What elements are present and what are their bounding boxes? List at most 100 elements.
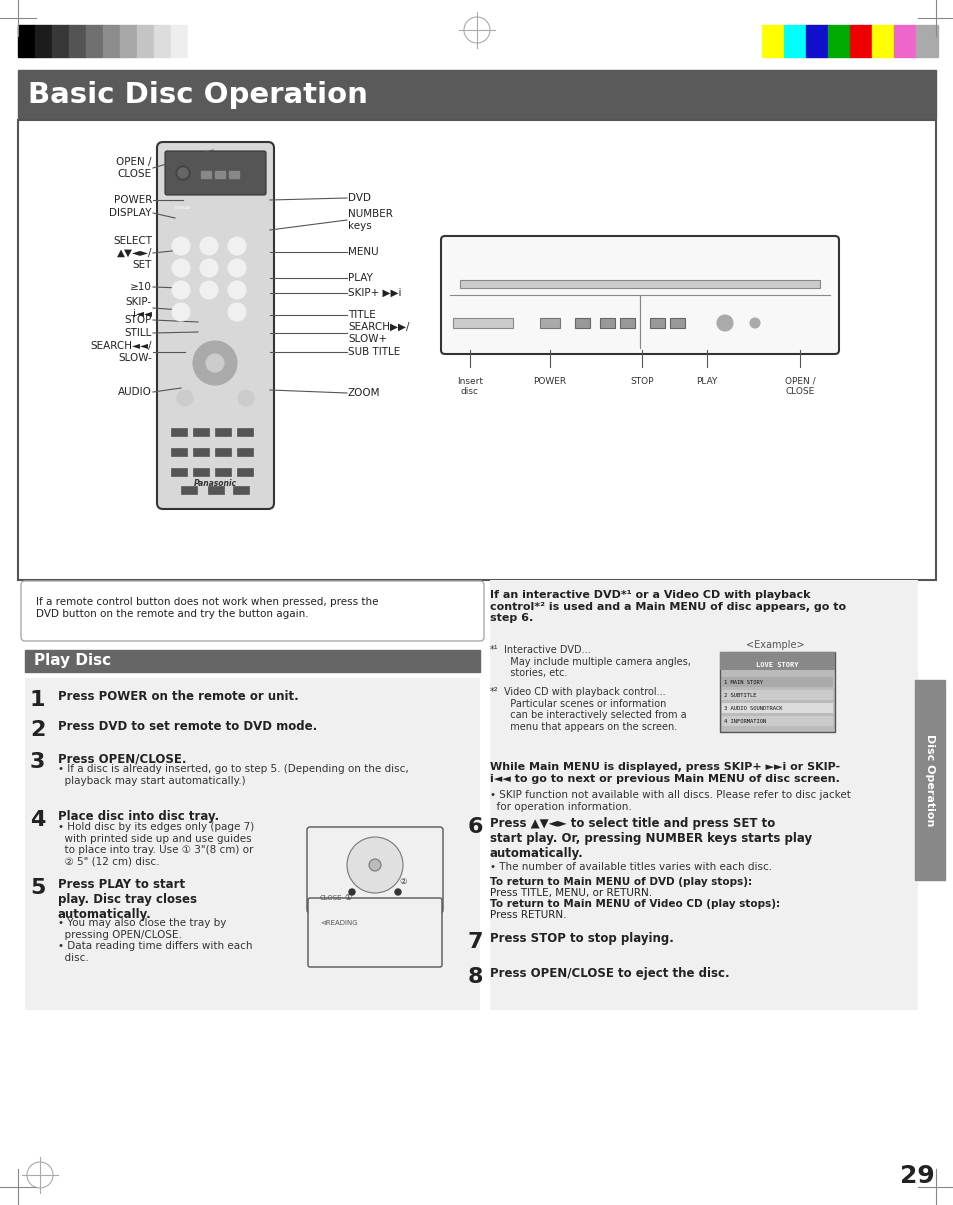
Text: To return to Main MENU of Video CD (play stops):: To return to Main MENU of Video CD (play… — [490, 899, 780, 909]
Circle shape — [237, 390, 253, 406]
Text: DVD: DVD — [348, 193, 371, 202]
Text: If a remote control button does not work when pressed, press the
DVD button on t: If a remote control button does not work… — [36, 596, 378, 618]
Text: STILL: STILL — [125, 328, 152, 337]
Text: OPEN /
CLOSE: OPEN / CLOSE — [116, 157, 152, 178]
Bar — [849, 25, 871, 57]
Bar — [120, 25, 137, 57]
Bar — [761, 25, 783, 57]
Circle shape — [172, 302, 190, 321]
Text: Press POWER on the remote or unit.: Press POWER on the remote or unit. — [58, 690, 298, 703]
Text: SELECT
▲▼◄►/
SET: SELECT ▲▼◄►/ SET — [112, 236, 152, 270]
FancyBboxPatch shape — [165, 151, 266, 195]
Text: Press TITLE, MENU, or RETURN.: Press TITLE, MENU, or RETURN. — [490, 888, 652, 898]
Text: OPEN /
CLOSE: OPEN / CLOSE — [784, 377, 815, 396]
Bar — [193, 448, 209, 455]
Bar — [52, 25, 69, 57]
Text: Press STOP to stop playing.: Press STOP to stop playing. — [490, 931, 673, 945]
Text: SKIP-
i◄◄: SKIP- i◄◄ — [126, 298, 152, 319]
Text: ②: ② — [399, 877, 406, 887]
Text: If an interactive DVD*¹ or a Video CD with playback
control*² is used and a Main: If an interactive DVD*¹ or a Video CD wi… — [490, 590, 845, 623]
Circle shape — [172, 281, 190, 299]
Text: 3: 3 — [30, 752, 46, 772]
Bar — [233, 486, 249, 494]
Text: • If a disc is already inserted, go to step 5. (Depending on the disc,
  playbac: • If a disc is already inserted, go to s… — [58, 764, 408, 786]
Circle shape — [200, 237, 218, 255]
Text: Press ▲▼◄► to select title and press SET to
start play. Or, pressing NUMBER keys: Press ▲▼◄► to select title and press SET… — [490, 817, 811, 860]
Bar — [188, 25, 205, 57]
Bar — [721, 703, 832, 713]
Bar — [86, 25, 103, 57]
Bar — [539, 318, 559, 328]
Bar — [236, 428, 253, 436]
Bar — [171, 428, 187, 436]
Text: NUMBER
keys: NUMBER keys — [348, 210, 393, 231]
Text: SUB TITLE: SUB TITLE — [348, 347, 400, 357]
Bar — [153, 25, 171, 57]
Bar — [669, 318, 684, 328]
Text: • The number of available titles varies with each disc.: • The number of available titles varies … — [490, 862, 771, 872]
Text: TITLE: TITLE — [348, 310, 375, 321]
Circle shape — [177, 390, 193, 406]
Text: 1 MAIN STORY: 1 MAIN STORY — [723, 680, 762, 684]
Bar — [193, 428, 209, 436]
Bar — [229, 171, 239, 178]
Text: SEARCH▶▶/
SLOW+: SEARCH▶▶/ SLOW+ — [348, 322, 409, 343]
Text: TM00S: TM00S — [207, 490, 223, 495]
Text: Press PLAY to start
play. Disc tray closes
automatically.: Press PLAY to start play. Disc tray clos… — [58, 878, 196, 921]
Circle shape — [717, 315, 732, 331]
Bar — [181, 486, 196, 494]
Circle shape — [206, 354, 224, 372]
Circle shape — [347, 837, 402, 893]
Text: STOP: STOP — [125, 315, 152, 325]
Bar — [490, 580, 917, 1010]
Circle shape — [172, 259, 190, 277]
Text: AUDIO: AUDIO — [118, 387, 152, 396]
Circle shape — [349, 889, 355, 895]
Text: CLOSE: CLOSE — [319, 895, 342, 901]
FancyBboxPatch shape — [307, 827, 442, 913]
Bar — [721, 716, 832, 725]
Text: 2: 2 — [30, 721, 46, 740]
Text: Video CD with playback control...
  Particular scenes or information
  can be in: Video CD with playback control... Partic… — [503, 687, 686, 731]
Text: POWER: POWER — [113, 195, 152, 205]
Bar — [783, 25, 805, 57]
Text: ①: ① — [344, 893, 352, 901]
Circle shape — [228, 281, 246, 299]
FancyBboxPatch shape — [21, 581, 483, 641]
Bar — [649, 318, 664, 328]
Text: 5: 5 — [30, 878, 46, 898]
Bar — [893, 25, 915, 57]
Circle shape — [228, 302, 246, 321]
Text: 7: 7 — [468, 931, 483, 952]
Text: 3 AUDIO SOUNDTRACK: 3 AUDIO SOUNDTRACK — [723, 706, 781, 711]
Text: Place disc into disc tray.: Place disc into disc tray. — [58, 810, 219, 823]
Bar — [208, 486, 224, 494]
Bar — [871, 25, 893, 57]
Bar — [236, 448, 253, 455]
Bar — [805, 25, 827, 57]
Circle shape — [200, 281, 218, 299]
Bar — [915, 25, 937, 57]
Circle shape — [175, 166, 190, 180]
FancyBboxPatch shape — [440, 236, 838, 354]
Text: Press RETURN.: Press RETURN. — [490, 910, 566, 919]
Circle shape — [228, 237, 246, 255]
Text: Panasonic: Panasonic — [193, 478, 236, 488]
Bar — [137, 25, 153, 57]
FancyBboxPatch shape — [308, 898, 441, 966]
Text: While Main MENU is displayed, press SKIP+ ►►i or SKIP-
i◄◄ to go to next or prev: While Main MENU is displayed, press SKIP… — [490, 762, 840, 783]
Bar — [575, 318, 589, 328]
Bar — [18, 25, 35, 57]
Bar — [720, 652, 834, 670]
Text: 29: 29 — [900, 1164, 934, 1188]
Text: LOVE STORY: LOVE STORY — [755, 662, 798, 668]
Bar — [214, 171, 225, 178]
Circle shape — [749, 318, 760, 328]
Text: *²: *² — [490, 687, 498, 696]
Text: To return to Main MENU of DVD (play stops):: To return to Main MENU of DVD (play stop… — [490, 877, 751, 887]
Bar — [35, 25, 52, 57]
Text: PLAY: PLAY — [348, 274, 373, 283]
Bar — [599, 318, 615, 328]
Bar — [171, 448, 187, 455]
Text: Disc Operation: Disc Operation — [924, 734, 934, 827]
